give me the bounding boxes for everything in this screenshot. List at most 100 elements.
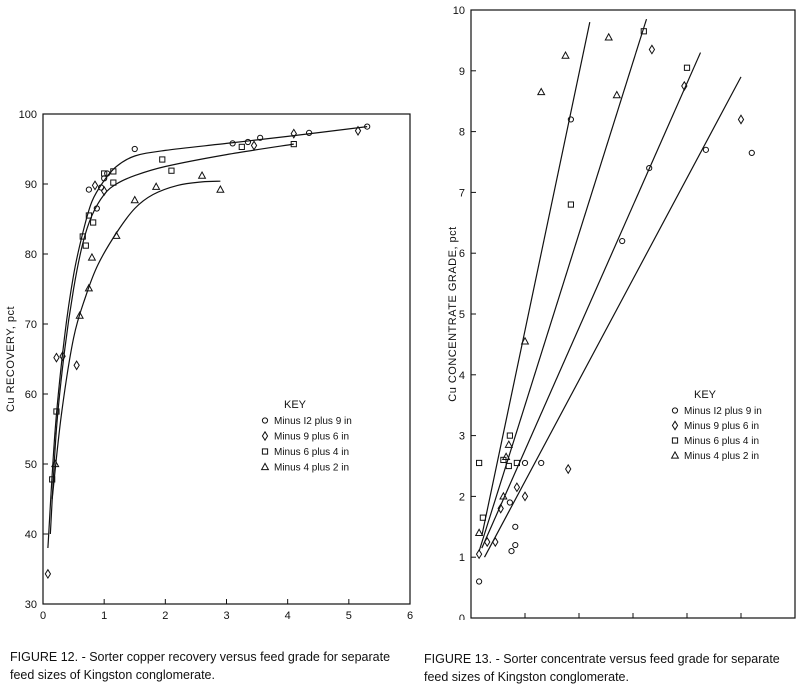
fig13-point-circle xyxy=(748,149,755,156)
fig12-point-diamond xyxy=(73,360,80,371)
fig12-fit-curve-square xyxy=(49,143,294,535)
fig12-y-tick-label: 90 xyxy=(25,179,37,191)
fig13-point-circle xyxy=(506,499,513,506)
figure-12-label: FIGURE 12. xyxy=(10,650,79,664)
fig13-fit-line-triangle xyxy=(481,22,591,537)
fig13-point-triangle xyxy=(504,440,514,448)
fig12-point-circle xyxy=(131,145,138,153)
fig12-x-tick-label: 2 xyxy=(162,610,168,620)
fig12-point-diamond xyxy=(100,185,108,197)
fig13-y-tick-label: 10 xyxy=(453,5,465,17)
fig12-y-tick-label: 100 xyxy=(19,109,37,121)
fig12-point-circle xyxy=(229,140,236,147)
fig12-point-circle xyxy=(93,205,100,212)
fig13-point-diamond xyxy=(475,549,483,560)
fig13-point-diamond xyxy=(565,463,572,475)
fig13-y-tick-label: 1 xyxy=(459,552,465,564)
fig13-series-circle xyxy=(476,116,755,585)
fig12-y-tick-label: 80 xyxy=(25,249,37,261)
fig13-point-square xyxy=(640,28,647,35)
fig13-point-triangle xyxy=(501,452,511,460)
fig13-point-circle xyxy=(567,116,574,123)
fig12-point-square xyxy=(238,143,245,151)
figure-12-caption: FIGURE 12. - Sorter copper recovery vers… xyxy=(10,648,410,684)
fig12-point-triangle xyxy=(216,184,225,193)
fig12-point-triangle xyxy=(151,182,161,190)
fig12-point-square xyxy=(90,219,97,226)
fig13-y-tick-label: 9 xyxy=(459,66,465,78)
fig13-point-circle xyxy=(512,523,519,530)
fig12-point-triangle xyxy=(197,170,207,179)
fig12-point-diamond xyxy=(59,351,66,362)
fig13-plot-frame xyxy=(470,9,796,619)
fig12-point-square xyxy=(110,168,117,175)
fig13-point-square xyxy=(683,64,691,71)
fig13-point-diamond xyxy=(521,491,529,502)
fig13-y-tick-label: 8 xyxy=(459,127,465,139)
fig13-point-square xyxy=(567,201,575,208)
figure-12-caption-text: - Sorter copper recovery versus feed gra… xyxy=(10,650,391,682)
fig13-y-axis-label: Cu CONCENTRATE GRADE, pct xyxy=(447,226,459,402)
fig13-y-tick-label: 3 xyxy=(459,431,465,443)
figure-13: 0123456012345678910Cu FEED GRADE, pctCu … xyxy=(420,0,800,620)
fig13-point-diamond xyxy=(737,114,745,125)
fig12-x-tick-label: 3 xyxy=(223,610,229,620)
fig13-key-marker-diamond xyxy=(671,420,679,431)
fig12-point-square xyxy=(82,242,89,249)
fig13-series-square xyxy=(476,28,691,521)
fig13-key-marker-square xyxy=(671,437,679,444)
fig13-fit-line-square xyxy=(478,18,648,552)
fig12-point-circle xyxy=(305,129,313,136)
fig12-point-square xyxy=(159,156,166,163)
fig13-point-triangle xyxy=(536,87,546,96)
fig12-key-label: Minus 9 plus 6 in xyxy=(274,432,349,443)
fig13-point-diamond xyxy=(492,536,499,548)
fig12-point-square xyxy=(85,212,92,219)
fig12-point-square xyxy=(168,167,175,174)
fig13-series-diamond xyxy=(475,44,745,560)
fig12-point-circle xyxy=(85,186,92,193)
fig13-point-diamond xyxy=(648,44,656,55)
fig13-fit-line-diamond xyxy=(481,52,702,549)
fig12-series-diamond xyxy=(44,125,362,580)
fig12-x-tick-label: 1 xyxy=(101,610,107,620)
fig13-point-circle xyxy=(619,237,626,245)
fig12-x-tick-label: 0 xyxy=(40,610,46,620)
figure-13-caption: FIGURE 13. - Sorter concentrate versus f… xyxy=(424,650,800,686)
fig12-point-square xyxy=(49,476,56,483)
fig13-y-tick-label: 4 xyxy=(459,370,465,382)
fig13-point-circle xyxy=(538,459,545,467)
fig12-key-marker-square xyxy=(261,448,269,455)
fig12-point-circle xyxy=(257,134,264,141)
figure-13-caption-text: - Sorter concentrate versus feed grade f… xyxy=(424,652,780,684)
fig13-y-tick-label: 0 xyxy=(459,613,465,620)
fig13-y-tick-label: 7 xyxy=(459,187,465,199)
fig12-fit-curve-circle xyxy=(47,126,368,549)
fig12-point-diamond xyxy=(250,140,258,151)
fig12-point-diamond xyxy=(44,568,52,580)
fig12-point-square xyxy=(101,170,108,177)
fig12-point-diamond xyxy=(290,128,297,139)
fig12-point-triangle xyxy=(87,252,97,261)
fig13-point-triangle xyxy=(604,32,613,41)
fig12-point-diamond xyxy=(91,180,99,191)
fig12-point-square xyxy=(79,233,86,240)
fig12-point-diamond xyxy=(354,125,362,136)
fig12-y-tick-label: 70 xyxy=(25,319,37,331)
fig12-x-tick-label: 6 xyxy=(407,610,413,620)
fig12-point-square xyxy=(53,408,60,415)
fig12-point-diamond xyxy=(53,352,60,363)
fig12-key-label: Minus 6 plus 4 in xyxy=(274,447,349,458)
fig13-point-circle xyxy=(476,578,483,585)
fig12-key-marker-triangle xyxy=(260,462,270,471)
fig12-x-tick-label: 4 xyxy=(285,610,291,620)
figure-13-chart: 0123456012345678910Cu FEED GRADE, pctCu … xyxy=(447,5,796,620)
fig13-point-triangle xyxy=(561,50,570,59)
fig12-point-triangle xyxy=(112,231,121,239)
fig12-y-tick-label: 40 xyxy=(25,529,37,541)
fig13-key-title: KEY xyxy=(694,389,717,401)
fig12-point-square xyxy=(110,179,117,186)
fig13-point-circle xyxy=(521,459,529,467)
fig13-point-diamond xyxy=(681,80,688,92)
fig13-key-marker-circle xyxy=(671,407,679,414)
